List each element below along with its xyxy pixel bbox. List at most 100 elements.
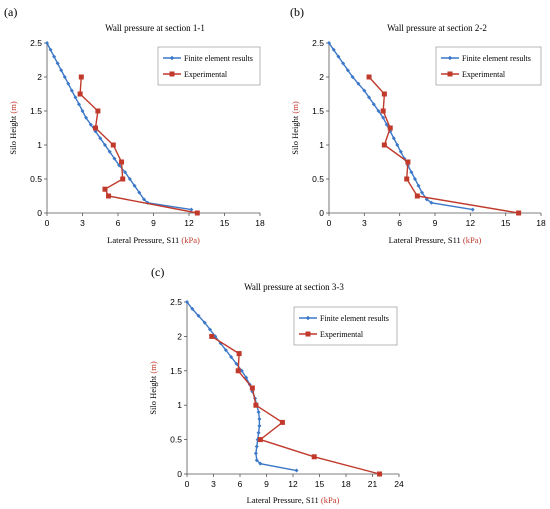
- chart-panel-2: (b)Wall pressure at section 2-20 3 6 9 12 15 1…: [290, 5, 546, 245]
- data-point: [381, 142, 387, 148]
- data-point: [93, 125, 99, 131]
- y-axis-label-text: Silo Height: [8, 114, 18, 155]
- data-point: [341, 61, 346, 66]
- data-point: [412, 177, 417, 181]
- legend-box: [293, 306, 398, 346]
- data-point: [119, 159, 125, 165]
- x-tick-label: 18: [536, 218, 546, 228]
- data-point: [55, 61, 60, 66]
- data-point: [80, 109, 85, 113]
- series-line: [368, 76, 519, 214]
- data-point: [254, 458, 259, 463]
- y-axis-unit: (m): [148, 361, 158, 373]
- chart-panel-1: (a)Wall pressure at section 1-10 3 6 9 12 15 1…: [4, 5, 265, 245]
- data-point: [185, 300, 189, 304]
- x-axis-label-text: Lateral Pressure, S11: [247, 495, 321, 505]
- data-point: [196, 313, 201, 318]
- y-axis-label-text: Silo Height: [148, 374, 158, 415]
- x-tick-label: 21: [368, 479, 378, 489]
- data-point: [350, 75, 355, 79]
- data-point: [257, 437, 263, 443]
- legend-label: Experimental: [462, 70, 506, 79]
- data-point: [95, 108, 101, 114]
- x-tick-label: 24: [394, 479, 404, 489]
- series-line: [79, 76, 198, 214]
- x-tick-label: 15: [501, 218, 511, 228]
- x-tick-label: 0: [327, 218, 332, 228]
- y-axis-unit: (m): [290, 101, 300, 113]
- data-point: [48, 47, 53, 52]
- data-point: [257, 416, 262, 421]
- data-point: [84, 115, 89, 120]
- data-point: [229, 355, 234, 360]
- data-point: [207, 327, 212, 332]
- x-tick-label: 12: [466, 218, 476, 228]
- data-point: [123, 170, 128, 175]
- data-point: [202, 320, 207, 325]
- data-point: [209, 333, 215, 339]
- x-axis-unit: (kPa): [321, 495, 340, 505]
- x-axis-label-text: Lateral Pressure, S11: [107, 235, 181, 245]
- data-point: [356, 81, 361, 86]
- y-tick-label: 2: [319, 72, 324, 82]
- data-point: [66, 81, 71, 86]
- data-point: [45, 41, 49, 45]
- y-tick-label: 1.5: [30, 106, 42, 116]
- x-axis-label: Lateral Pressure, S11 (kPa): [247, 495, 340, 505]
- y-tick-label: 1.5: [312, 106, 324, 116]
- data-point: [516, 210, 522, 216]
- data-point: [59, 68, 64, 73]
- data-point: [257, 423, 262, 428]
- series-experimental: [366, 74, 522, 216]
- data-point: [52, 54, 57, 59]
- legend: Finite element results Experimental: [293, 306, 398, 346]
- data-point: [414, 193, 420, 199]
- data-point: [132, 183, 137, 188]
- data-point: [398, 149, 403, 154]
- data-point: [429, 200, 434, 205]
- x-tick-label: 6: [238, 479, 243, 489]
- data-point: [102, 143, 107, 147]
- legend: Finite element results Experimental: [435, 46, 542, 86]
- data-point: [367, 95, 372, 100]
- legend-label: Finite element results: [320, 314, 389, 323]
- x-axis-unit: (kPa): [181, 235, 200, 245]
- x-tick-label: 9: [433, 218, 438, 228]
- data-point: [223, 348, 228, 353]
- x-axis-label: Lateral Pressure, S11 (kPa): [107, 235, 200, 245]
- x-tick-label: 15: [315, 479, 325, 489]
- data-point: [391, 136, 396, 141]
- data-point: [236, 351, 242, 357]
- x-tick-label: 9: [151, 218, 156, 228]
- data-point: [235, 368, 241, 374]
- data-point: [279, 419, 285, 425]
- y-tick-label: 2: [177, 331, 182, 341]
- y-tick-label: 2.5: [30, 38, 42, 48]
- y-axis-label: Silo Height (m): [290, 101, 300, 155]
- data-point: [311, 454, 317, 460]
- data-point: [327, 41, 331, 45]
- x-tick-label: 3: [80, 218, 85, 228]
- x-tick-label: 15: [220, 218, 230, 228]
- x-tick-label: 9: [264, 479, 269, 489]
- y-tick-label: 1: [37, 140, 42, 150]
- y-tick-label: 0.5: [30, 174, 42, 184]
- data-point: [88, 122, 93, 127]
- data-point: [249, 385, 255, 391]
- panel-tag: (a): [4, 5, 17, 19]
- y-tick-label: 1: [319, 140, 324, 150]
- x-tick-label: 6: [397, 218, 402, 228]
- series-experimental: [77, 74, 200, 216]
- chart-title: Wall pressure at section 3-3: [244, 282, 344, 292]
- data-point: [127, 177, 132, 181]
- data-point: [256, 410, 261, 415]
- x-axis-label: Lateral Pressure, S11 (kPa): [389, 235, 482, 245]
- chart-title: Wall pressure at section 1-1: [105, 23, 205, 33]
- data-point: [190, 306, 195, 311]
- data-point: [62, 75, 67, 79]
- x-axis-unit: (kPa): [463, 235, 482, 245]
- data-point: [137, 190, 142, 195]
- legend-marker: [169, 55, 175, 61]
- x-tick-label: 18: [255, 218, 265, 228]
- x-tick-label: 18: [341, 479, 351, 489]
